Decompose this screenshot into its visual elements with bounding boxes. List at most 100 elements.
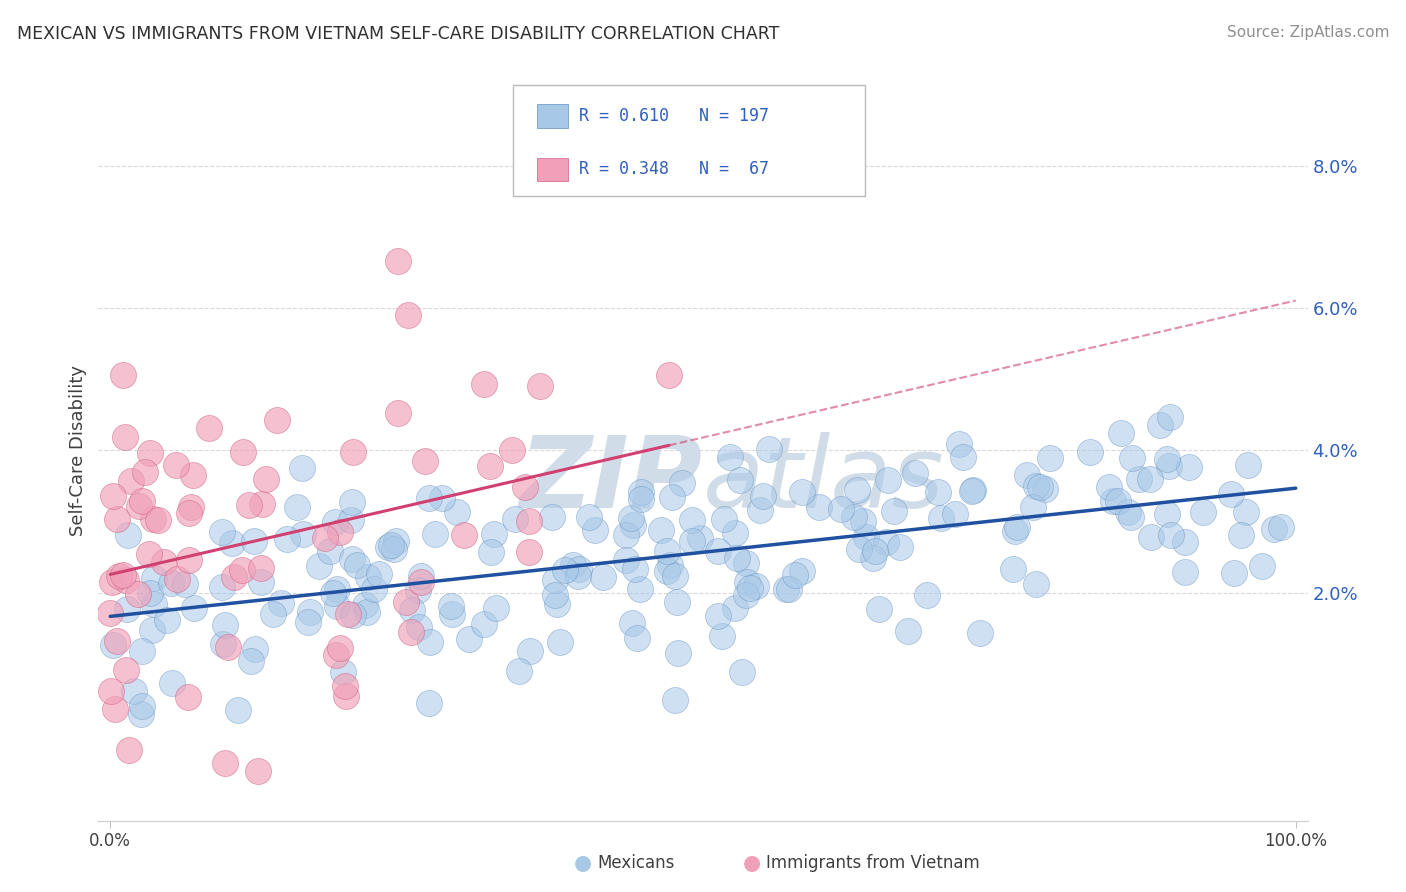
Point [561, 558, 583, 572]
Point [250, 497, 273, 511]
Point [626, 631, 648, 645]
Point [519, 644, 541, 658]
Point [101, 489, 124, 503]
Point [665, 595, 688, 609]
Point [1263, 522, 1285, 536]
Point [239, 654, 262, 668]
Text: Immigrants from Vietnam: Immigrants from Vietnam [766, 855, 980, 872]
Point [155, 613, 177, 627]
Point [342, 445, 364, 459]
Point [778, 582, 800, 596]
Point [472, 616, 495, 631]
Point [758, 442, 780, 456]
Point [211, 580, 233, 594]
Point [1237, 458, 1260, 472]
Point [624, 562, 647, 576]
Point [1109, 426, 1132, 441]
Point [181, 468, 204, 483]
Point [396, 309, 419, 323]
Point [440, 607, 463, 622]
Point [214, 617, 236, 632]
Point [440, 599, 463, 613]
Point [567, 568, 589, 582]
Point [222, 570, 245, 584]
Point [250, 575, 273, 590]
Point [472, 377, 495, 392]
Point [138, 445, 160, 459]
Point [322, 586, 344, 600]
Point [382, 542, 405, 557]
Point [513, 480, 536, 494]
Point [620, 511, 643, 525]
Point [718, 450, 741, 464]
Point [671, 475, 693, 490]
Point [406, 583, 429, 598]
Point [969, 626, 991, 640]
Point [160, 675, 183, 690]
Point [554, 563, 576, 577]
Point [107, 569, 129, 583]
Point [1174, 565, 1197, 579]
Point [114, 430, 136, 444]
Point [418, 696, 440, 710]
Point [335, 689, 357, 703]
Point [479, 545, 502, 559]
Point [115, 602, 138, 616]
Point [329, 524, 352, 539]
Point [592, 570, 614, 584]
Point [889, 540, 911, 554]
Point [1121, 510, 1143, 524]
Point [122, 684, 145, 698]
Point [356, 605, 378, 619]
Point [387, 254, 409, 268]
Point [266, 413, 288, 427]
Point [298, 605, 321, 619]
Point [363, 582, 385, 596]
Point [862, 550, 884, 565]
Point [131, 706, 153, 721]
Point [503, 512, 526, 526]
Point [395, 595, 418, 609]
Point [711, 629, 734, 643]
Point [842, 510, 865, 524]
Point [332, 665, 354, 680]
Text: Mexicans: Mexicans [598, 855, 675, 872]
Point [177, 690, 200, 705]
Point [1156, 507, 1178, 521]
Point [325, 648, 347, 662]
Point [357, 570, 380, 584]
Point [614, 553, 637, 567]
Point [848, 542, 870, 557]
Point [160, 576, 183, 591]
Point [346, 558, 368, 572]
Point [1270, 520, 1292, 534]
Point [1192, 504, 1215, 518]
Point [340, 495, 363, 509]
Point [482, 526, 505, 541]
Point [231, 563, 253, 577]
Point [291, 526, 314, 541]
Point [100, 684, 122, 698]
Point [929, 511, 952, 525]
Point [927, 485, 949, 500]
Text: R = 0.610   N = 197: R = 0.610 N = 197 [579, 107, 769, 125]
Point [453, 528, 475, 542]
Point [430, 491, 453, 506]
Point [238, 498, 260, 512]
Text: ●: ● [744, 854, 761, 873]
Point [735, 575, 758, 590]
Point [242, 533, 264, 548]
Point [655, 543, 678, 558]
Point [734, 556, 756, 570]
Point [664, 693, 686, 707]
Point [387, 406, 409, 420]
Point [103, 638, 125, 652]
Point [232, 445, 254, 459]
Point [457, 632, 479, 646]
Point [211, 637, 233, 651]
Point [479, 459, 502, 474]
Point [1160, 528, 1182, 542]
Point [655, 564, 678, 578]
Point [731, 665, 754, 679]
Point [1025, 479, 1047, 493]
